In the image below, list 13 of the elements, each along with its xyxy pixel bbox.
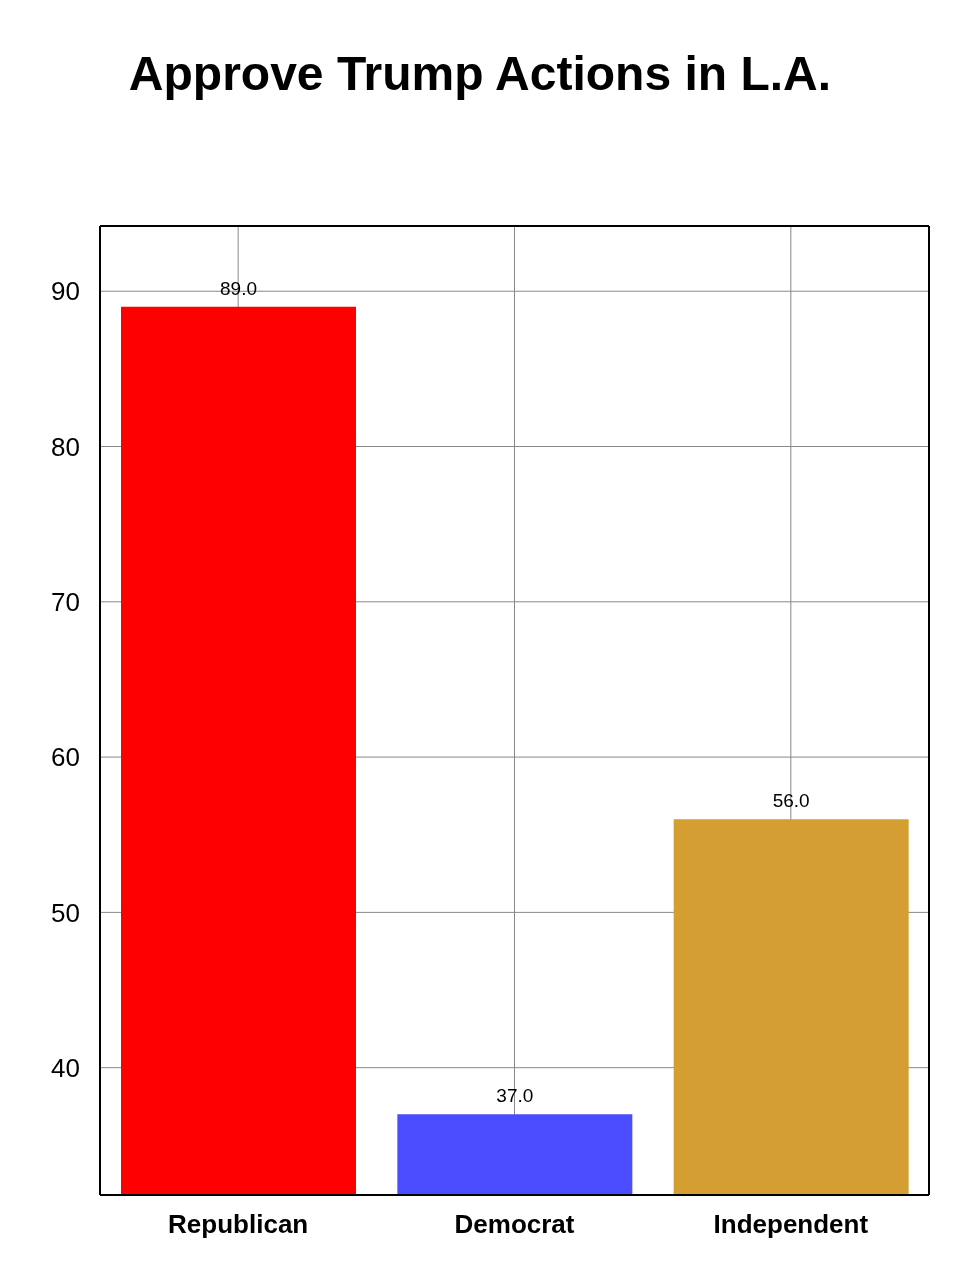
y-tick-label: 40 bbox=[51, 1052, 80, 1083]
y-tick-label: 80 bbox=[51, 431, 80, 462]
y-tick-label: 70 bbox=[51, 587, 80, 618]
y-tick-label: 60 bbox=[51, 742, 80, 773]
data-label: 89.0 bbox=[220, 277, 257, 299]
data-label: 56.0 bbox=[772, 790, 810, 812]
y-tick-label: 50 bbox=[51, 897, 80, 928]
y-tick-label: 90 bbox=[51, 276, 80, 307]
chart-title: Approve Trump Actions in L.A. bbox=[127, 46, 833, 102]
x-tick-label: Democrat bbox=[454, 1209, 575, 1240]
x-tick-label: Independent bbox=[713, 1209, 869, 1240]
data-label: 37.0 bbox=[496, 1085, 534, 1107]
x-tick-label: Republican bbox=[168, 1209, 309, 1240]
